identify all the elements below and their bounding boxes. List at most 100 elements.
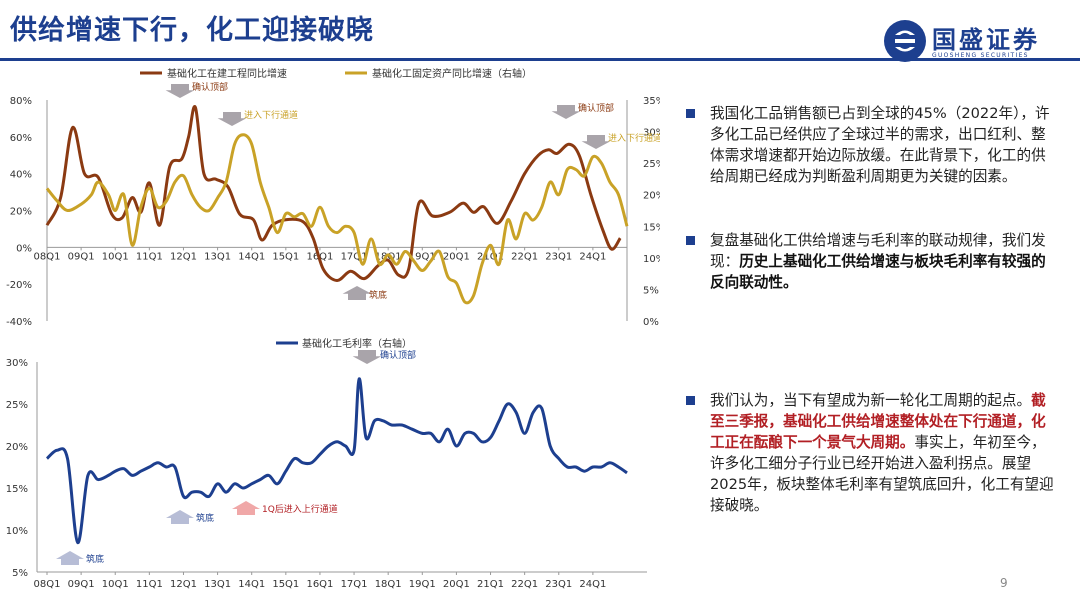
y-right-tick-label: 30%	[643, 128, 660, 139]
bullet-3-normal: 我们认为，当下有望成为新一轮化工周期的起点。	[710, 392, 1032, 409]
x-tick-label: 21Q1	[477, 251, 504, 262]
x2-tick-label: 22Q1	[511, 579, 538, 590]
annotation-label: 确认顶部	[192, 81, 228, 93]
series-line-1	[45, 105, 622, 282]
series-line-3	[45, 377, 628, 545]
x2-tick-label: 15Q1	[272, 579, 299, 590]
x-tick-label: 13Q1	[204, 251, 231, 262]
logo-name: 国盛证券	[932, 26, 1040, 54]
x-tick-label: 09Q1	[68, 251, 95, 262]
x2-tick-label: 21Q1	[477, 579, 504, 590]
y-right-tick-label: 20%	[643, 191, 660, 202]
y-left-tick-label: -20%	[6, 280, 32, 291]
x-tick-label: 22Q1	[511, 251, 538, 262]
logo-mark-icon	[884, 20, 926, 62]
x-tick-label: 10Q1	[102, 251, 129, 262]
series-line-2	[45, 133, 629, 305]
bullet-square-icon	[686, 109, 695, 118]
x2-tick-label: 17Q1	[341, 579, 368, 590]
bullet-3-text: 我们认为，当下有望成为新一轮化工周期的起点。截至三季报，基础化工供给增速整体处在…	[710, 390, 1058, 516]
y-left-tick-label: 0%	[16, 243, 32, 254]
x2-tick-label: 09Q1	[68, 579, 95, 590]
annotation-arrow-down-icon	[352, 350, 382, 364]
y-left-tick-label: -40%	[6, 317, 32, 328]
annotation-label: 确认顶部	[380, 349, 416, 361]
x2-tick-label: 11Q1	[136, 579, 163, 590]
y2-tick-label: 10%	[6, 526, 28, 537]
y-right-tick-label: 15%	[643, 222, 660, 233]
annotation-label: 1Q后进入上行通道	[262, 503, 338, 515]
legend-label-2: 基础化工固定资产同比增速（右轴）	[372, 67, 532, 80]
annotation-arrow-down-icon	[165, 84, 195, 98]
annotation-label: 筑底	[196, 512, 214, 524]
brand-logo: 国盛证券 GUOSHENG SECURITIES	[882, 18, 1072, 64]
x-tick-label: 12Q1	[170, 251, 197, 262]
bullet-2: 复盘基础化工供给增速与毛利率的联动规律，我们发现：历史上基础化工供给增速与板块毛…	[686, 230, 1058, 293]
x2-tick-label: 13Q1	[204, 579, 231, 590]
y-left-tick-label: 20%	[10, 207, 32, 218]
x2-tick-label: 20Q1	[443, 579, 470, 590]
x-tick-label: 20Q1	[443, 251, 470, 262]
x-tick-label: 24Q1	[579, 251, 606, 262]
bullet-2-bold: 历史上基础化工供给增速与板块毛利率有较强的反向联动性。	[710, 253, 1046, 291]
annotation-arrow-down-icon	[581, 135, 611, 149]
x-tick-label: 18Q1	[375, 251, 402, 262]
y-right-tick-label: 5%	[643, 285, 659, 296]
annotation-arrow-down-icon	[217, 112, 247, 126]
bullet-square-icon	[686, 396, 695, 405]
x-tick-label: 08Q1	[34, 251, 61, 262]
x-tick-label: 14Q1	[238, 251, 265, 262]
legend-label-1: 基础化工在建工程同比增速	[167, 67, 287, 80]
x-tick-label: 11Q1	[136, 251, 163, 262]
x-tick-label: 15Q1	[272, 251, 299, 262]
y-right-tick-label: 10%	[643, 254, 660, 265]
annotation-arrow-up-icon	[342, 286, 372, 300]
bullet-3: 我们认为，当下有望成为新一轮化工周期的起点。截至三季报，基础化工供给增速整体处在…	[686, 390, 1058, 516]
annotation-arrow-down-icon	[551, 105, 581, 119]
annotation-arrow-up-icon	[56, 551, 84, 565]
logo-subtitle: GUOSHENG SECURITIES	[932, 52, 1029, 59]
annotation-arrow-up-icon	[166, 510, 194, 524]
bullet-square-icon	[686, 236, 695, 245]
x2-tick-label: 08Q1	[34, 579, 61, 590]
bullet-3-red: 截至三季报，基础化工供给增速整体处在下行通道，化工正在酝酿下一个景气大周期。	[710, 392, 1046, 451]
bullet-2-normal: 复盘基础化工供给增速与毛利率的联动规律，我们发现：	[710, 232, 1046, 270]
annotation-arrow-up-icon	[232, 501, 260, 515]
page-number: 9	[1000, 576, 1008, 590]
title-underline	[0, 58, 1080, 61]
y2-tick-label: 15%	[6, 484, 28, 495]
y-left-tick-label: 60%	[10, 133, 32, 144]
page-title: 供给增速下行，化工迎接破晓	[10, 15, 374, 46]
x-tick-label: 23Q1	[545, 251, 572, 262]
x2-tick-label: 19Q1	[409, 579, 436, 590]
annotation-label: 进入下行通道	[244, 109, 298, 121]
annotation-label: 进入下行通道	[608, 132, 660, 144]
x2-tick-label: 23Q1	[545, 579, 572, 590]
x-tick-label: 19Q1	[409, 251, 436, 262]
y-right-tick-label: 0%	[643, 317, 659, 328]
bullet-3-tail: 事实上，年初至今，许多化工细分子行业已经开始进入盈利拐点。展望2025年，板块整…	[710, 434, 1054, 514]
annotation-label: 筑底	[369, 289, 387, 301]
charts-panel: 基础化工在建工程同比增速 基础化工固定资产同比增速（右轴） 80% 60% 40% 20%…	[6, 67, 660, 590]
x-tick-label: 17Q1	[341, 251, 368, 262]
y-right-tick-label: 25%	[643, 159, 660, 170]
y2-tick-label: 25%	[6, 400, 28, 411]
x2-tick-label: 12Q1	[170, 579, 197, 590]
y-right-tick-label: 35%	[643, 96, 660, 107]
y-left-tick-label: 40%	[10, 170, 32, 181]
y2-tick-label: 20%	[6, 442, 28, 453]
x2-tick-label: 16Q1	[306, 579, 333, 590]
bullet-1-text: 我国化工品销售额已占到全球的45%（2022年），许多化工品已经供应了全球过半的…	[710, 105, 1050, 185]
x2-tick-label: 14Q1	[238, 579, 265, 590]
x2-tick-label: 18Q1	[375, 579, 402, 590]
x2-tick-label: 24Q1	[579, 579, 606, 590]
y2-tick-label: 30%	[6, 358, 28, 369]
bullet-1: 我国化工品销售额已占到全球的45%（2022年），许多化工品已经供应了全球过半的…	[686, 103, 1058, 187]
annotation-label: 确认顶部	[578, 102, 614, 114]
legend-label-3: 基础化工毛利率（右轴）	[302, 337, 412, 350]
y2-tick-label: 5%	[12, 568, 28, 579]
y-left-tick-label: 80%	[10, 96, 32, 107]
x2-tick-label: 10Q1	[102, 579, 129, 590]
annotation-label: 筑底	[86, 553, 104, 565]
bullet-2-text: 复盘基础化工供给增速与毛利率的联动规律，我们发现：历史上基础化工供给增速与板块毛…	[710, 230, 1058, 293]
